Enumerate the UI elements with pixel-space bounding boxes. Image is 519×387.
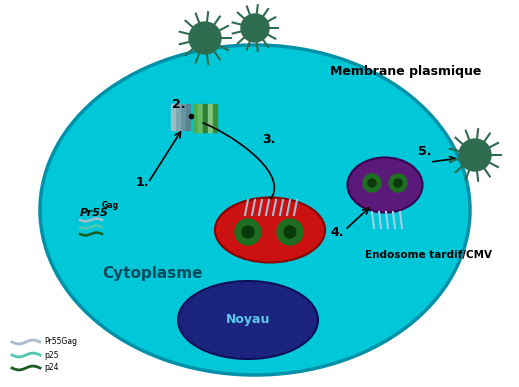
Text: 2.: 2. — [172, 98, 185, 111]
Circle shape — [394, 179, 402, 187]
Text: Endosome tardif/CMV: Endosome tardif/CMV — [365, 250, 492, 260]
Bar — [249, 22, 261, 34]
Bar — [203, 104, 207, 132]
Circle shape — [459, 139, 491, 171]
FancyArrowPatch shape — [203, 123, 275, 199]
Text: 5.: 5. — [418, 145, 431, 158]
Circle shape — [235, 219, 261, 245]
Text: Pr55Gag: Pr55Gag — [44, 337, 77, 346]
Bar — [171, 104, 175, 130]
Bar — [198, 31, 212, 45]
Circle shape — [363, 174, 381, 192]
Text: Membrane plasmique: Membrane plasmique — [330, 65, 482, 78]
Ellipse shape — [40, 45, 470, 375]
Bar — [208, 104, 212, 132]
Text: p25: p25 — [44, 351, 59, 360]
Ellipse shape — [215, 197, 325, 262]
Text: Noyau: Noyau — [226, 313, 270, 327]
Circle shape — [277, 219, 303, 245]
Ellipse shape — [178, 281, 318, 359]
Bar — [176, 104, 180, 130]
Bar — [193, 104, 197, 132]
Text: 4.: 4. — [330, 226, 344, 239]
Circle shape — [368, 179, 376, 187]
Bar — [468, 148, 482, 162]
Bar — [213, 104, 217, 132]
Circle shape — [389, 174, 407, 192]
Bar — [181, 104, 185, 130]
Text: Cytoplasme: Cytoplasme — [102, 266, 202, 281]
Text: p24: p24 — [44, 363, 59, 373]
Text: 3.: 3. — [262, 133, 276, 146]
Circle shape — [241, 14, 269, 42]
Text: Pr55: Pr55 — [80, 208, 109, 218]
Bar — [198, 104, 202, 132]
Circle shape — [242, 226, 254, 238]
Text: 1.: 1. — [136, 176, 149, 189]
Ellipse shape — [348, 158, 422, 212]
Circle shape — [284, 226, 296, 238]
Circle shape — [189, 22, 221, 54]
Text: Gag: Gag — [102, 201, 119, 210]
Bar — [186, 104, 190, 130]
